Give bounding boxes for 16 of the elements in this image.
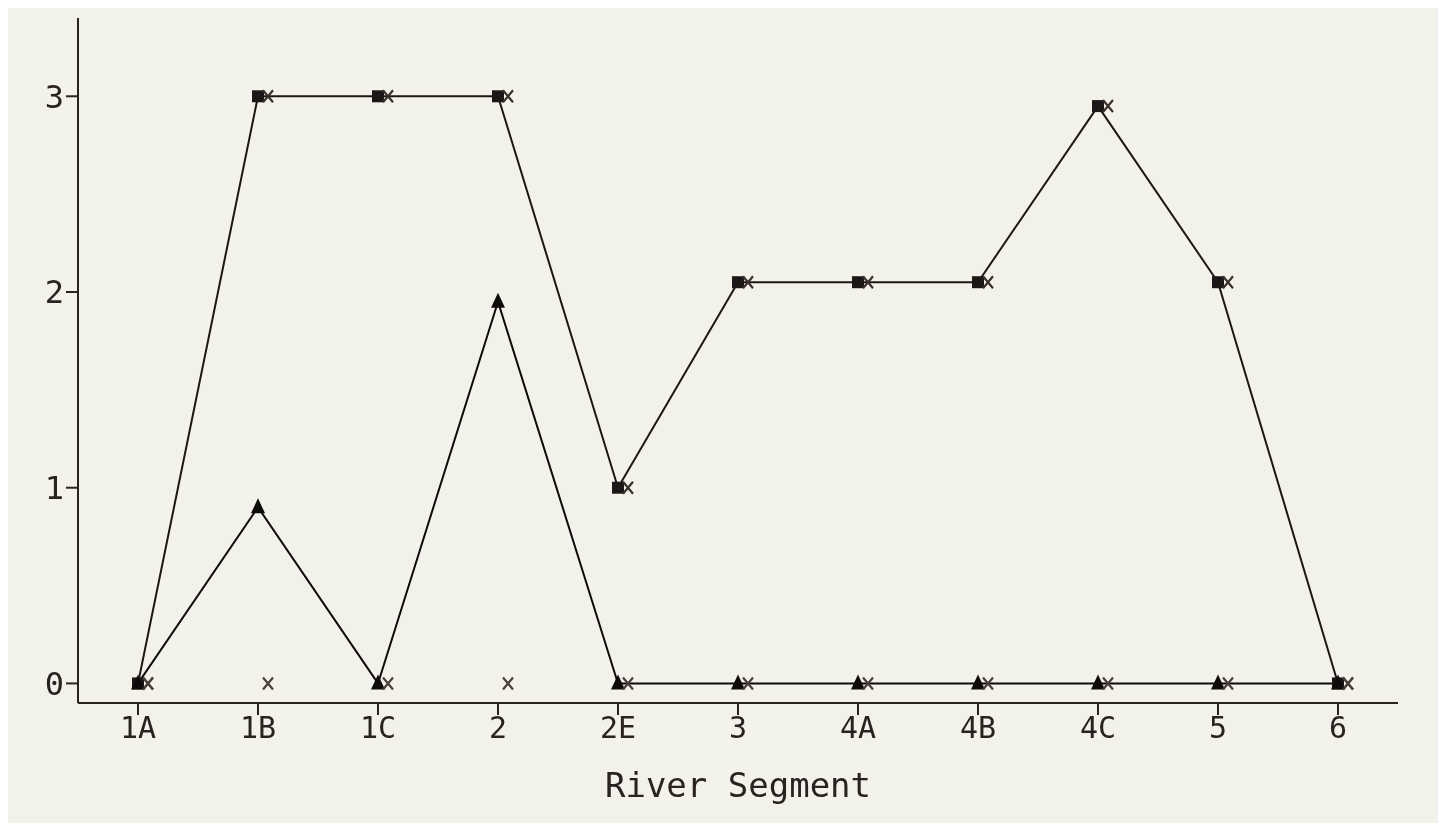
x-axis-title: River Segment [604, 765, 872, 806]
x-tick-label: 1B [239, 710, 277, 746]
y-tick-label: 3 [44, 77, 64, 116]
x-tick-label: 1C [359, 710, 397, 746]
x-tick-label: 4B [959, 710, 997, 746]
x-tick-label: 4C [1079, 710, 1117, 746]
x-tick-label: 3 [728, 710, 748, 746]
y-tick-label: 2 [44, 273, 64, 312]
x-tick-label: 1A [119, 710, 157, 746]
y-tick-label: 1 [44, 469, 64, 508]
x-tick-label: 4A [839, 710, 877, 746]
x-tick-label: 2E [599, 710, 637, 746]
y-tick-label: 0 [44, 664, 64, 703]
x-tick-label: 6 [1328, 710, 1348, 746]
x-tick-label: 2 [488, 710, 508, 746]
x-tick-label: 5 [1208, 710, 1228, 746]
